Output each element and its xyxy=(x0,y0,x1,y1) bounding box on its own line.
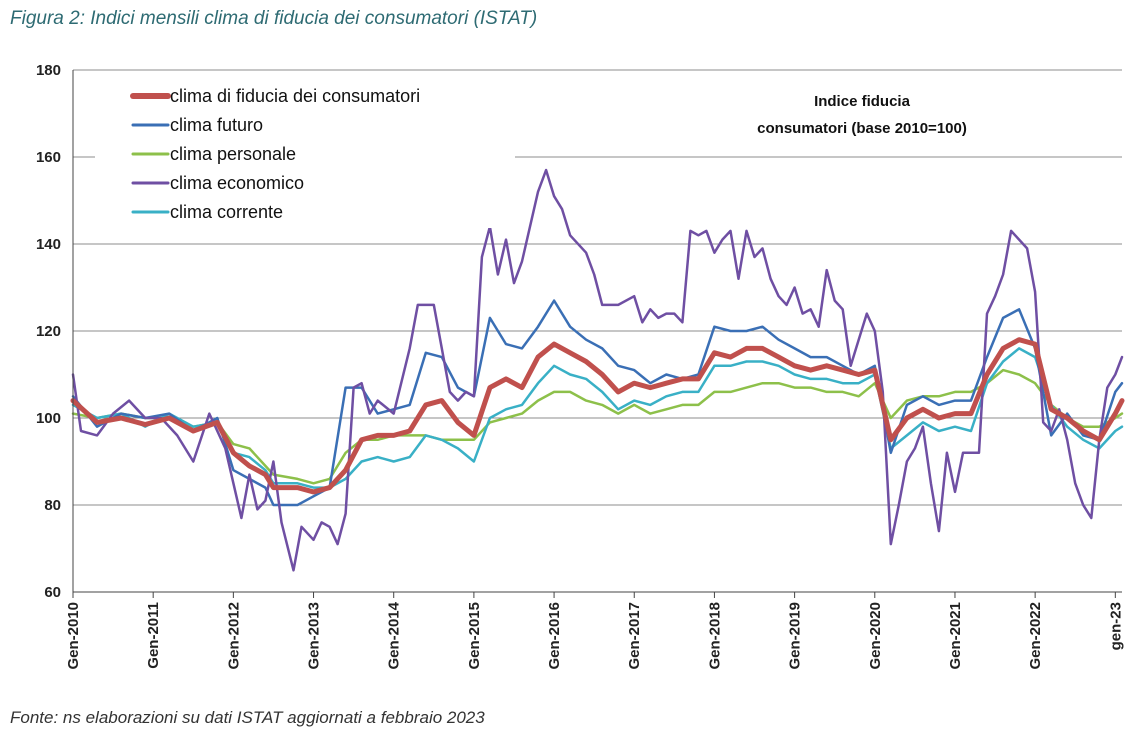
y-tick-label: 160 xyxy=(36,149,61,166)
annotation-line: consumatori (base 2010=100) xyxy=(757,120,967,137)
x-tick-label: Gen-2010 xyxy=(65,602,82,670)
y-tick-label: 140 xyxy=(36,236,61,253)
legend-label: clima personale xyxy=(170,144,296,164)
series-line-3 xyxy=(71,368,1124,485)
series-line-1 xyxy=(70,337,1125,495)
grid-lines xyxy=(73,69,1122,506)
annotation-line: Indice fiducia xyxy=(814,93,911,110)
x-axis-ticks: Gen-2010 Gen-2011 Gen-2012 Gen-2013 Gen-2014… xyxy=(65,601,1124,669)
y-tick-label: 100 xyxy=(36,410,61,427)
x-tick-label: Gen-2011 xyxy=(145,602,162,669)
y-tick-label: 120 xyxy=(36,323,61,340)
y-tick-label: 60 xyxy=(44,584,61,601)
legend-label: clima corrente xyxy=(170,202,283,222)
x-tick-label: Gen-2016 xyxy=(546,602,563,670)
figure-title: Figura 2: Indici mensili clima di fiduci… xyxy=(10,8,538,29)
legend-label: clima economico xyxy=(170,173,304,193)
series-lines xyxy=(70,168,1125,572)
x-tick-label: Gen-2014 xyxy=(386,601,403,669)
x-tick-label: Gen-2021 xyxy=(947,602,964,670)
x-tick-label: Gen-2012 xyxy=(225,602,242,670)
x-tick-label: Gen-2022 xyxy=(1027,602,1044,670)
legend-label: clima di fiducia dei consumatori xyxy=(170,86,420,106)
y-tick-label: 180 xyxy=(36,62,61,79)
series-line-2 xyxy=(71,299,1124,507)
legend: clima di fiducia dei consumatori clima fu… xyxy=(130,86,420,222)
figure-source: Fonte: ns elaborazioni su dati ISTAT agg… xyxy=(10,708,485,727)
series-line-5 xyxy=(71,347,1124,489)
x-tick-label: gen-23 xyxy=(1107,602,1124,650)
y-axis-ticks: 60 80 100 120 140 160 180 xyxy=(36,62,61,601)
series-line-4 xyxy=(71,168,1124,572)
legend-label: clima futuro xyxy=(170,115,263,135)
x-tick-label: Gen-2015 xyxy=(466,602,483,670)
chart-annotation: Indice fiducia consumatori (base 2010=100… xyxy=(757,93,967,137)
x-tick-label: Gen-2018 xyxy=(706,602,723,670)
x-tick-label: Gen-2017 xyxy=(626,602,643,670)
axes xyxy=(72,70,1122,598)
x-tick-label: Gen-2020 xyxy=(867,602,884,670)
x-tick-label: Gen-2019 xyxy=(787,602,804,670)
x-tick-label: Gen-2013 xyxy=(306,602,323,670)
y-tick-label: 80 xyxy=(44,497,61,514)
